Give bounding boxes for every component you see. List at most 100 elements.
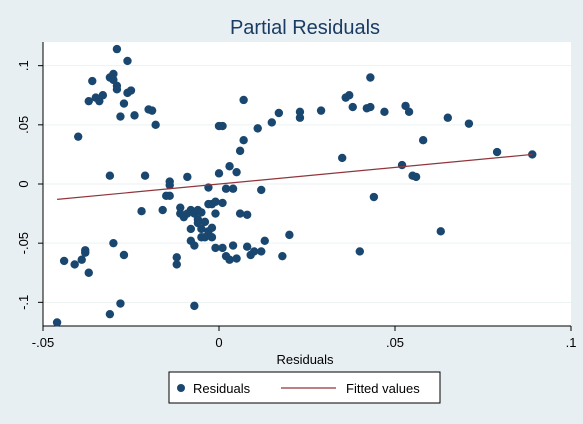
data-point [257,185,266,195]
y-tick-label: -.05 [16,232,31,254]
x-tick-label: 0 [215,335,222,350]
data-point [211,209,220,218]
data-point [74,132,83,141]
data-point [464,119,474,128]
data-point [207,233,217,242]
data-point [123,56,132,66]
x-axis-title: Residuals [276,352,334,367]
data-point [418,136,428,145]
data-point [492,147,502,157]
legend-marker-residuals [177,384,185,392]
data-point [380,107,389,117]
data-point [98,91,108,100]
data-point [88,76,97,86]
data-point [257,247,266,256]
x-tick-label: .1 [566,335,577,350]
data-point [228,184,238,193]
data-point [84,268,93,277]
data-point [436,227,445,236]
data-point [207,223,217,232]
data-point [158,205,167,215]
data-point [232,254,241,263]
data-point [112,44,122,54]
legend-label-fitted-values: Fitted values [346,381,420,396]
data-point [260,236,269,245]
data-point [112,85,122,94]
data-point [397,160,407,170]
data-point [176,203,185,212]
data-point [190,241,199,250]
data-point [84,96,93,106]
data-point [116,112,125,121]
data-point [214,169,224,178]
data-point [77,255,86,264]
data-point [105,309,115,319]
data-point [70,260,79,269]
data-point [190,301,199,311]
data-point [355,247,364,256]
data-point [348,102,357,112]
data-point [218,243,227,253]
data-point [119,99,129,108]
data-point [239,136,248,145]
data-point [411,172,421,182]
y-tick-label: .1 [16,60,31,71]
data-point [295,113,305,122]
data-point [165,180,174,190]
data-point [197,224,206,234]
data-point [242,210,252,219]
data-point [225,162,234,171]
data-point [105,171,115,180]
y-tick-label: 0 [16,180,31,187]
y-tick-label: -.1 [16,295,31,310]
data-point [278,251,287,261]
data-point [165,191,174,201]
data-point [81,246,90,255]
legend: Residuals Fitted values [168,371,441,404]
axis-ticks: -.1 -.05 0 .05 .1 -.05 0 .05 .1 [16,60,576,350]
data-point [52,318,62,327]
data-point [130,111,139,120]
data-point [235,146,245,156]
data-point [316,106,326,115]
data-point [235,209,245,218]
data-point [228,241,238,250]
grid-lines [43,65,571,303]
data-point [116,299,125,308]
fitted-values-line [57,153,533,200]
data-point [140,171,150,180]
data-point [274,108,284,118]
data-point [126,86,136,95]
data-point [225,255,234,264]
data-point [172,253,181,262]
legend-label-residuals: Residuals [193,381,251,396]
data-point [242,242,252,251]
y-tick-label: .05 [16,116,31,134]
data-point [197,208,206,217]
data-point [369,192,379,202]
data-point [221,184,231,193]
data-point [147,106,157,115]
fitted-line-layer [57,153,533,200]
data-point [345,91,354,100]
data-point [186,224,196,234]
data-point [338,153,347,163]
data-point [211,243,220,253]
data-point [285,230,294,240]
data-point [218,198,227,208]
x-tick-label: -.05 [32,335,54,350]
data-point [295,107,305,117]
data-point [211,197,220,206]
data-point [253,124,262,133]
data-point [172,260,181,269]
data-point [109,69,118,79]
scatter-points [52,44,537,327]
data-point [404,107,414,117]
chart-title: Partial Residuals [230,17,380,39]
data-point [250,247,259,256]
data-point [239,95,248,105]
data-point [366,102,375,112]
data-point [137,207,146,216]
data-point [119,250,129,260]
